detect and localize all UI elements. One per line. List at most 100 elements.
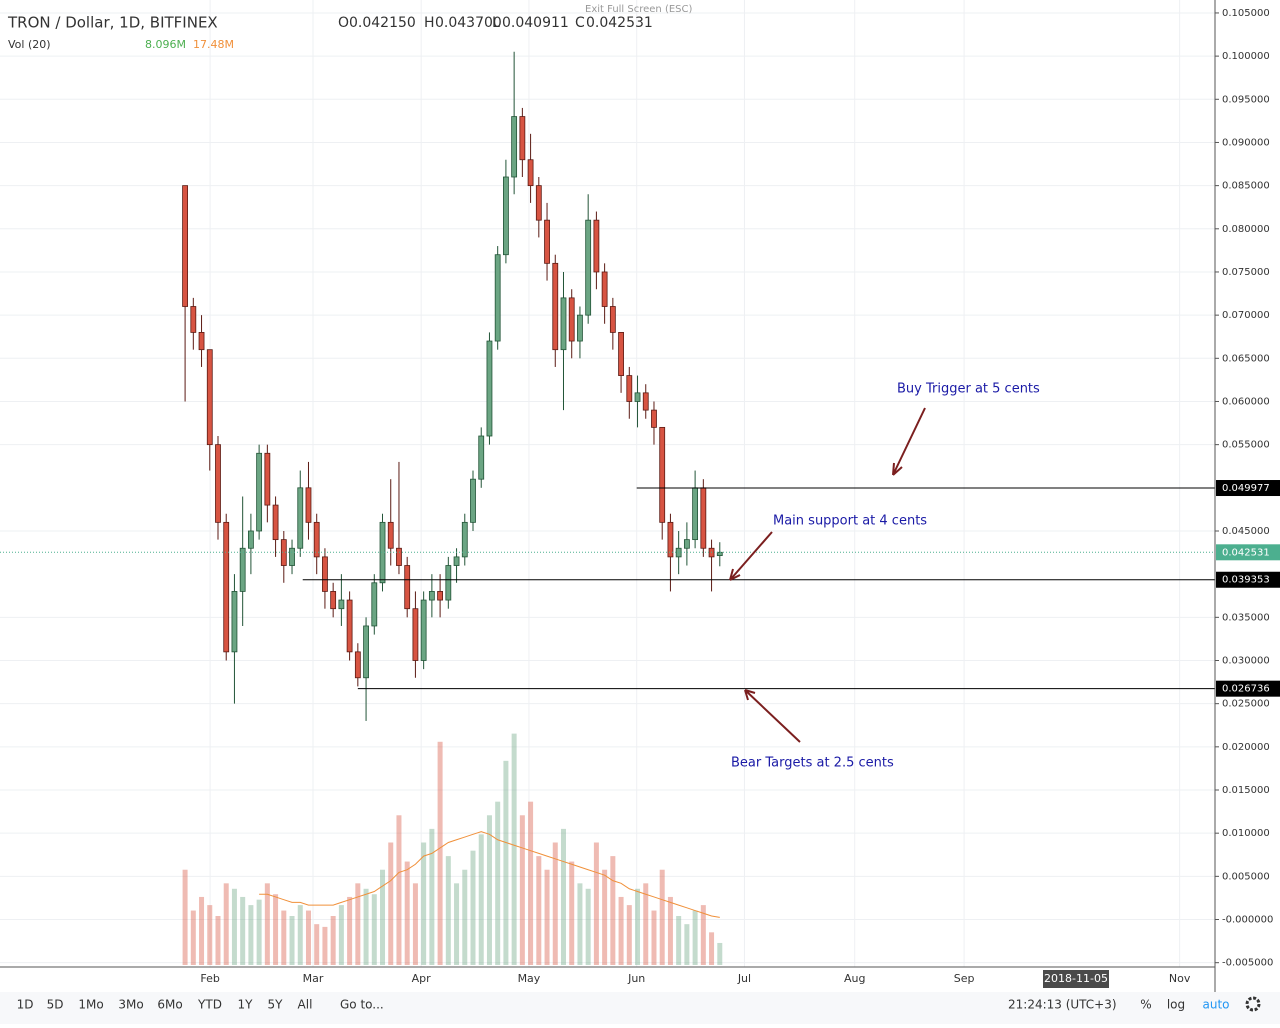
- volume-bar: [692, 910, 698, 965]
- auto-button[interactable]: auto: [1202, 998, 1229, 1012]
- candle-body: [544, 219, 550, 264]
- volume-bar: [281, 910, 287, 965]
- candle-body: [206, 349, 213, 446]
- y-tick-label: 0.025000: [1222, 699, 1270, 710]
- level-label: 0.026736: [1222, 684, 1270, 695]
- volume-bar: [199, 896, 205, 965]
- candle-body: [363, 625, 369, 679]
- candle-body: [371, 582, 378, 627]
- range-button[interactable]: 5Y: [268, 998, 284, 1012]
- candle-body: [223, 521, 230, 653]
- candle-body: [420, 599, 427, 661]
- x-tick-label: Nov: [1169, 972, 1191, 985]
- range-button[interactable]: YTD: [197, 998, 222, 1012]
- candle-body: [568, 297, 575, 342]
- volume-bar: [445, 856, 451, 965]
- percent-button[interactable]: %: [1140, 998, 1151, 1012]
- range-button[interactable]: 1Y: [238, 998, 254, 1012]
- candle-body: [585, 219, 592, 316]
- y-tick-label: 0.060000: [1222, 396, 1270, 407]
- y-tick-label: 0.010000: [1222, 828, 1270, 839]
- candle-body: [428, 591, 435, 601]
- volume-ma: [259, 831, 720, 918]
- range-button[interactable]: 1D: [17, 998, 34, 1012]
- volume-bar: [380, 869, 386, 965]
- volume-bar: [347, 896, 353, 965]
- log-button[interactable]: log: [1167, 998, 1185, 1012]
- ohlc-value: 0.042531: [586, 15, 653, 31]
- symbol: TRON / Dollar, 1D, BITFINEX: [7, 14, 218, 32]
- candle-body: [280, 539, 287, 566]
- volume-bar: [626, 905, 632, 965]
- candle-body: [519, 116, 526, 161]
- candle-body: [215, 444, 221, 523]
- volume-bar: [396, 815, 402, 965]
- x-tick-label: Jul: [737, 972, 751, 985]
- volume-bar: [363, 888, 369, 965]
- last-price-box: [1216, 544, 1280, 561]
- candle-body: [379, 521, 386, 584]
- candle-body: [313, 521, 320, 558]
- range-button[interactable]: 1Mo: [78, 998, 103, 1012]
- level-box: [1216, 480, 1280, 497]
- vol-value: 8.096M: [145, 38, 186, 51]
- volume-bar: [190, 910, 196, 965]
- candle-body: [577, 314, 583, 342]
- volume-bar: [495, 801, 501, 965]
- volume-bar: [454, 883, 460, 965]
- volume-bar: [412, 883, 418, 965]
- volume-bar: [651, 910, 657, 965]
- candle-body: [700, 487, 707, 549]
- y-tick-label: 0.020000: [1222, 742, 1270, 753]
- candle-body: [256, 452, 263, 532]
- candle-body: [190, 306, 197, 333]
- ohlc-value: 0.043700: [435, 15, 502, 31]
- y-tick-label: 0.035000: [1222, 612, 1270, 623]
- candle-body: [354, 651, 361, 679]
- last-price-label: 0.042531: [1222, 547, 1270, 558]
- y-tick-label: 0.105000: [1222, 8, 1270, 19]
- annotation: Bear Targets at 2.5 cents: [731, 756, 894, 771]
- candle-body: [412, 608, 419, 661]
- volume-bar: [544, 869, 550, 965]
- volume-bar: [659, 869, 665, 965]
- volume-bar: [667, 896, 673, 965]
- ohlc-value: 0.042150: [349, 15, 416, 31]
- candle-body: [552, 262, 559, 351]
- settings-button[interactable]: [1245, 996, 1261, 1012]
- candle-body: [272, 504, 279, 541]
- candle-body: [330, 591, 337, 610]
- volume-bar: [519, 815, 525, 965]
- volume-bar: [643, 883, 649, 965]
- range-button[interactable]: 5D: [47, 998, 64, 1012]
- candle-body: [486, 340, 493, 437]
- range-button[interactable]: 3Mo: [118, 998, 143, 1012]
- range-button[interactable]: All: [298, 998, 313, 1012]
- y-tick-label: 0.075000: [1222, 267, 1270, 278]
- arrow: [744, 689, 801, 743]
- volume-bar: [248, 905, 254, 965]
- volume-bar: [470, 850, 476, 965]
- arrow: [729, 531, 773, 581]
- exit-fullscreen[interactable]: Exit Full Screen (ESC): [585, 4, 693, 15]
- goto-button[interactable]: Go to...: [340, 998, 384, 1012]
- volume-bar: [355, 883, 361, 965]
- x-tick-label: Sep: [954, 972, 975, 985]
- crosshair-label: 2018-11-05: [1044, 972, 1108, 985]
- candle-body: [404, 565, 411, 610]
- volume-bar: [314, 924, 320, 965]
- candle-body: [634, 392, 641, 402]
- candle-body: [297, 487, 304, 549]
- crosshair-box: [1043, 970, 1109, 988]
- ohlc-letter: C: [575, 15, 585, 31]
- candle-body: [239, 547, 246, 592]
- volume-bar: [429, 828, 435, 965]
- candle-body: [305, 487, 312, 523]
- y-tick-label: 0.080000: [1222, 224, 1270, 235]
- y-tick-label: 0.100000: [1222, 51, 1270, 62]
- volume-bar: [717, 942, 723, 965]
- arrow: [892, 407, 926, 476]
- range-button[interactable]: 6Mo: [157, 998, 182, 1012]
- y-tick-label: 0.030000: [1222, 655, 1270, 666]
- candle-body: [593, 219, 600, 273]
